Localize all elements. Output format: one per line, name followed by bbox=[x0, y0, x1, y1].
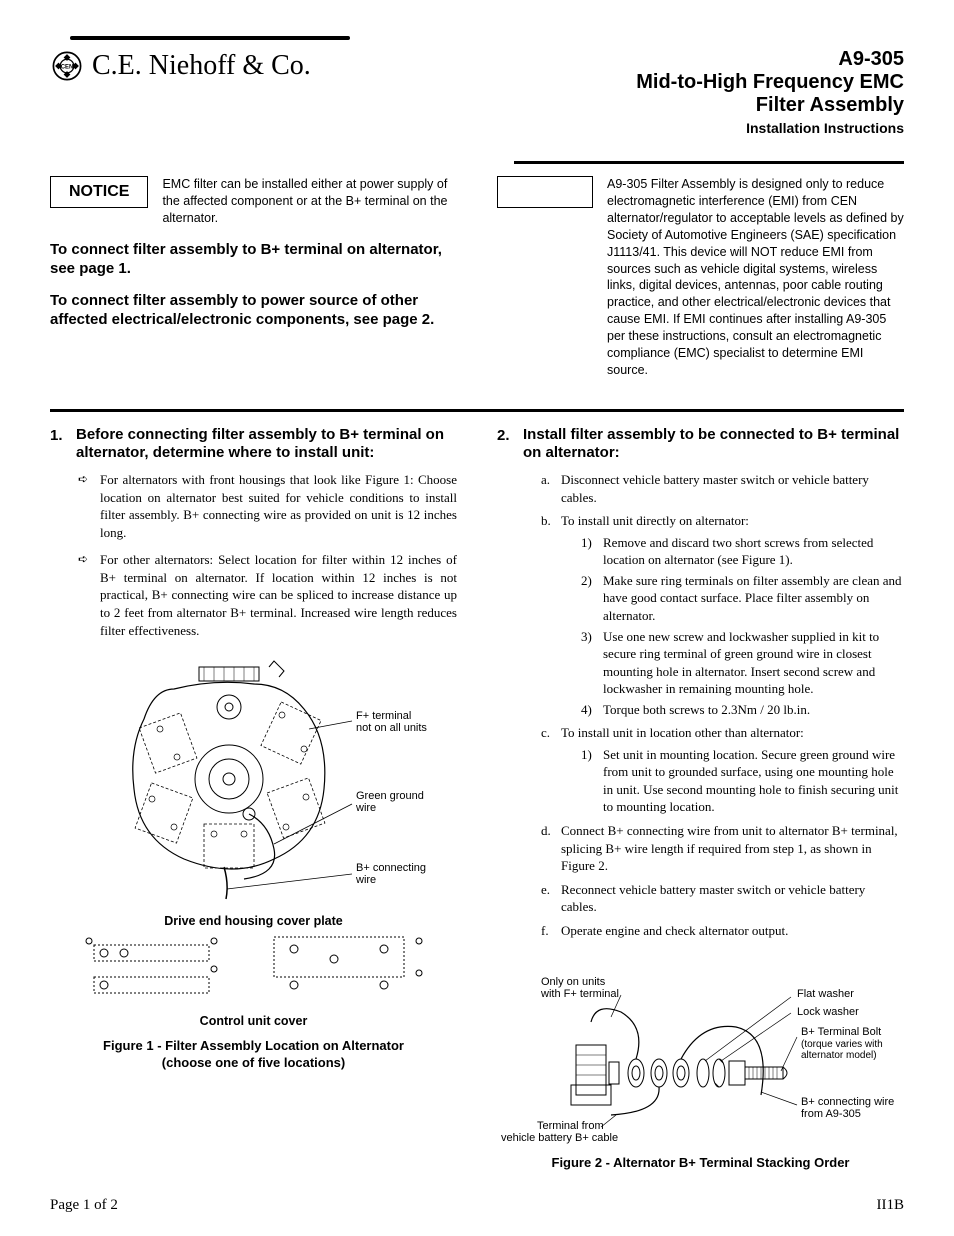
bullet-1: For alternators with front housings that… bbox=[76, 471, 457, 541]
svg-text:Terminal from: Terminal from bbox=[537, 1120, 604, 1132]
svg-text:wire: wire bbox=[355, 874, 376, 886]
company-name: C.E. Niehoff & Co. bbox=[92, 48, 311, 84]
figure-1: F+ terminal not on all units Green groun… bbox=[50, 649, 457, 1071]
notice-text-right: A9-305 Filter Assembly is designed only … bbox=[607, 176, 904, 379]
figure-2-svg: Only on units with F+ terminal Flat wash… bbox=[501, 967, 901, 1147]
item-c-sub: 1)Set unit in mounting location. Secure … bbox=[561, 746, 904, 816]
b3-text: Use one new screw and lockwasher supplie… bbox=[603, 629, 879, 697]
step-1-list: Before connecting filter assembly to B+ … bbox=[50, 426, 457, 639]
svg-text:Lock washer: Lock washer bbox=[797, 1006, 859, 1018]
svg-text:not on all units: not on all units bbox=[356, 722, 427, 734]
item-b: b.To install unit directly on alternator… bbox=[541, 512, 904, 718]
bullet-2: For other alternators: Select location f… bbox=[76, 551, 457, 639]
svg-text:alternator model): alternator model) bbox=[801, 1050, 877, 1061]
step-1-bullets: For alternators with front housings that… bbox=[76, 471, 457, 639]
fig1-caption: Figure 1 - Filter Assembly Location on A… bbox=[50, 1038, 457, 1072]
svg-text:Green ground: Green ground bbox=[356, 790, 424, 802]
svg-text:with F+ terminal: with F+ terminal bbox=[540, 988, 619, 1000]
b1-text: Remove and discard two short screws from… bbox=[603, 535, 873, 568]
notice-row-right: A9-305 Filter Assembly is designed only … bbox=[497, 176, 904, 379]
intro-columns: NOTICE EMC filter can be installed eithe… bbox=[50, 176, 904, 391]
step-1: Before connecting filter assembly to B+ … bbox=[50, 426, 457, 639]
item-e-text: Reconnect vehicle battery master switch … bbox=[561, 882, 865, 915]
notice-label: NOTICE bbox=[50, 176, 148, 208]
fig1-caption-1: Figure 1 - Filter Assembly Location on A… bbox=[103, 1038, 404, 1053]
section-rule bbox=[50, 409, 904, 412]
step-2: Install filter assembly to be connected … bbox=[497, 426, 904, 940]
figure-1-svg: F+ terminal not on all units Green groun… bbox=[74, 649, 434, 909]
top-rule bbox=[70, 36, 350, 40]
svg-text:F+ terminal: F+ terminal bbox=[356, 710, 411, 722]
fig1-caption-2: (choose one of five locations) bbox=[162, 1055, 345, 1070]
doc-subtitle: Installation Instructions bbox=[636, 119, 904, 137]
connect-para-1: To connect filter assembly to B+ termina… bbox=[50, 241, 457, 279]
step-1-head: Before connecting filter assembly to B+ … bbox=[76, 426, 457, 464]
notice-row-left: NOTICE EMC filter can be installed eithe… bbox=[50, 176, 457, 227]
svg-text:vehicle battery B+ cable: vehicle battery B+ cable bbox=[501, 1132, 618, 1144]
svg-text:B+ connecting wire: B+ connecting wire bbox=[801, 1096, 894, 1108]
item-d-text: Connect B+ connecting wire from unit to … bbox=[561, 823, 898, 873]
svg-text:Flat washer: Flat washer bbox=[797, 988, 854, 1000]
item-e: e.Reconnect vehicle battery master switc… bbox=[541, 881, 904, 916]
header: CEN C.E. Niehoff & Co. A9-305 Mid-to-Hig… bbox=[50, 48, 904, 137]
doc-title-2: Filter Assembly bbox=[636, 94, 904, 117]
c1: 1)Set unit in mounting location. Secure … bbox=[581, 746, 904, 816]
connect-para-2: To connect filter assembly to power sour… bbox=[50, 292, 457, 330]
svg-text:(torque varies with: (torque varies with bbox=[801, 1039, 883, 1050]
b1: 1)Remove and discard two short screws fr… bbox=[581, 534, 904, 569]
b2: 2)Make sure ring terminals on filter ass… bbox=[581, 572, 904, 625]
figure-2: Only on units with F+ terminal Flat wash… bbox=[497, 967, 904, 1172]
header-rule bbox=[514, 161, 904, 164]
b3: 3)Use one new screw and lockwasher suppl… bbox=[581, 628, 904, 698]
step-2-list: Install filter assembly to be connected … bbox=[497, 426, 904, 940]
step-2-head: Install filter assembly to be connected … bbox=[523, 426, 904, 464]
body-columns: Before connecting filter assembly to B+ … bbox=[50, 426, 904, 1173]
item-c: c.To install unit in location other than… bbox=[541, 724, 904, 816]
doc-code: A9-305 bbox=[636, 48, 904, 71]
item-a: a.Disconnect vehicle battery master swit… bbox=[541, 471, 904, 506]
step-2-alpha: a.Disconnect vehicle battery master swit… bbox=[523, 471, 904, 939]
fig1-label-control: Control unit cover bbox=[50, 1013, 457, 1029]
figure-1b-svg bbox=[74, 929, 434, 1009]
svg-text:CEN: CEN bbox=[61, 65, 74, 71]
svg-text:B+ Terminal Bolt: B+ Terminal Bolt bbox=[801, 1026, 881, 1038]
item-b-text: To install unit directly on alternator: bbox=[561, 513, 749, 528]
doc-title: A9-305 Mid-to-High Frequency EMC Filter … bbox=[636, 48, 904, 137]
item-f: f.Operate engine and check alternator ou… bbox=[541, 922, 904, 940]
notice-text-left: EMC filter can be installed either at po… bbox=[162, 176, 457, 227]
svg-text:from A9-305: from A9-305 bbox=[801, 1108, 861, 1120]
intro-right: A9-305 Filter Assembly is designed only … bbox=[497, 176, 904, 391]
logo-block: CEN C.E. Niehoff & Co. bbox=[50, 48, 311, 84]
fig2-caption: Figure 2 - Alternator B+ Terminal Stacki… bbox=[497, 1155, 904, 1172]
b4: 4)Torque both screws to 2.3Nm / 20 lb.in… bbox=[581, 701, 904, 719]
notice-box-empty bbox=[497, 176, 593, 208]
item-c-text: To install unit in location other than a… bbox=[561, 725, 804, 740]
b4-text: Torque both screws to 2.3Nm / 20 lb.in. bbox=[603, 702, 810, 717]
b2-text: Make sure ring terminals on filter assem… bbox=[603, 573, 902, 623]
body-right: Install filter assembly to be connected … bbox=[497, 426, 904, 1173]
svg-text:Only on units: Only on units bbox=[541, 976, 606, 988]
item-f-text: Operate engine and check alternator outp… bbox=[561, 923, 788, 938]
page-number: Page 1 of 2 bbox=[50, 1196, 118, 1216]
doc-title-1: Mid-to-High Frequency EMC bbox=[636, 71, 904, 94]
item-d: d.Connect B+ connecting wire from unit t… bbox=[541, 822, 904, 875]
svg-text:B+ connecting: B+ connecting bbox=[356, 862, 426, 874]
footer: Page 1 of 2 II1B bbox=[50, 1196, 904, 1216]
item-a-text: Disconnect vehicle battery master switch… bbox=[561, 472, 869, 505]
body-left: Before connecting filter assembly to B+ … bbox=[50, 426, 457, 1173]
doc-id: II1B bbox=[877, 1196, 905, 1216]
svg-text:wire: wire bbox=[355, 802, 376, 814]
fig1-label-cover: Drive end housing cover plate bbox=[50, 913, 457, 929]
c1-text: Set unit in mounting location. Secure gr… bbox=[603, 747, 898, 815]
logo-icon: CEN bbox=[50, 49, 84, 83]
item-b-sub: 1)Remove and discard two short screws fr… bbox=[561, 534, 904, 718]
intro-left: NOTICE EMC filter can be installed eithe… bbox=[50, 176, 457, 391]
